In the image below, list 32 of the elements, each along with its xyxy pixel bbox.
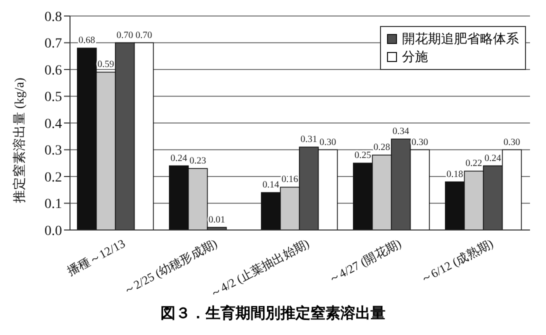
data-label: 0.22 — [466, 159, 482, 170]
data-label: 0.30 — [412, 138, 428, 148]
x-tick-label: ～4/27 (開花期) — [326, 236, 404, 286]
data-label: 0.30 — [504, 138, 520, 148]
y-tick-label: 0.6 — [44, 63, 62, 78]
data-label: 0.31 — [300, 135, 318, 146]
legend-label: 分施 — [402, 48, 428, 66]
legend-label: 開花期追肥省略体系 — [402, 30, 519, 48]
y-axis-title: 推定窒素溶出量 (kg/a) — [12, 78, 27, 203]
data-label: 0.16 — [282, 175, 298, 186]
x-tick-label: 播種～12/13 — [64, 236, 128, 278]
y-tick-label: 0.7 — [44, 36, 62, 52]
x-tick-label: ～6/12 (成熟期) — [418, 236, 496, 286]
data-label: 0.34 — [392, 127, 410, 138]
data-label: 0.25 — [354, 151, 372, 162]
data-label: 0.70 — [116, 30, 134, 41]
y-tick-label: 0.3 — [44, 144, 62, 159]
text: 図３．生育期間別推定窒素溶出量 — [160, 304, 386, 323]
y-tick-label: 0.8 — [44, 10, 62, 25]
data-label: 0.01 — [208, 215, 226, 226]
data-label: 0.24 — [484, 154, 502, 164]
data-label: 0.59 — [98, 60, 114, 70]
y-tick-label: 0.2 — [44, 170, 62, 186]
y-tick-label: 0.5 — [44, 90, 62, 106]
data-label: 0.24 — [170, 154, 188, 164]
y-tick-label: 0.0 — [44, 224, 62, 239]
data-label: 0.70 — [136, 30, 152, 41]
data-label: 0.30 — [320, 138, 336, 148]
data-label: 0.23 — [190, 156, 206, 166]
y-tick-label: 0.1 — [44, 197, 62, 212]
y-tick-label: 0.4 — [44, 116, 62, 132]
data-label: 0.14 — [262, 180, 280, 191]
